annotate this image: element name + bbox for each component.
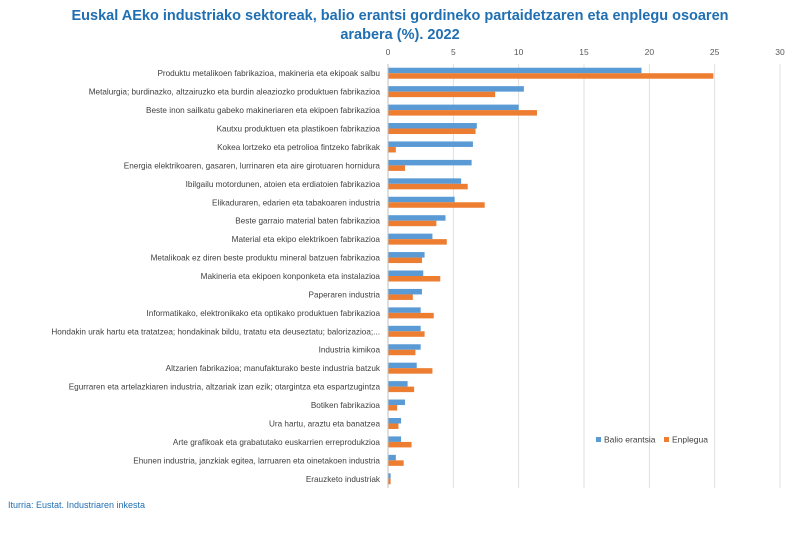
x-tick-label: 0 [386,47,391,57]
bar-balio-erantsia [388,417,402,424]
bar-balio-erantsia [388,399,405,406]
bar-enplegua [388,478,391,485]
category-label: Beste inon sailkatu gabeko makineriaren … [146,106,380,115]
category-label: Beste garraio material baten fabrikazioa [235,217,380,226]
bar-balio-erantsia [388,104,519,111]
bar-enplegua [388,368,433,374]
x-tick-label: 5 [451,47,456,57]
category-label: Kokea lortzeko eta petrolioa fintzeko fa… [217,143,381,152]
bar-enplegua [388,294,413,300]
bar-enplegua [388,146,396,153]
chart-legend: Balio erantsia Enplegua [596,435,708,445]
chart-title: Euskal AEko industriako sektoreak, balio… [0,7,800,45]
bar-balio-erantsia [388,307,421,313]
category-label: Material eta ekipo elektrikoen fabrikazi… [232,235,381,244]
chart-title-line-1: Euskal AEko industriako sektoreak, balio… [71,8,729,24]
category-label: Erauzketo industriak [306,475,381,484]
bar-balio-erantsia [388,196,455,203]
legend-swatch-balio [596,437,601,442]
bar-enplegua [388,202,485,208]
chart-bars [388,67,714,485]
bar-enplegua [388,331,425,337]
legend-label-balio: Balio erantsia [604,435,656,445]
bar-enplegua [388,405,398,411]
bar-enplegua [388,312,434,319]
category-label: Botiken fabrikazioa [311,401,381,410]
bar-enplegua [388,349,416,356]
category-label: Altzarien fabrikazioa; manufakturako bes… [166,364,381,373]
bar-balio-erantsia [388,123,477,129]
bar-balio-erantsia [388,362,417,369]
bar-balio-erantsia [388,86,524,92]
category-label: Produktu metalikoen fabrikazioa, makiner… [157,69,380,78]
x-tick-label: 10 [514,47,524,57]
x-tick-label: 20 [645,47,655,57]
bar-enplegua [388,386,415,393]
bar-enplegua [388,165,405,171]
bar-balio-erantsia [388,454,396,461]
bar-balio-erantsia [388,215,446,221]
category-label: Paperaren industria [309,290,381,299]
bar-balio-erantsia [388,252,425,258]
bar-enplegua [388,276,441,282]
bar-enplegua [388,239,447,245]
bar-enplegua [388,441,412,448]
x-tick-label: 30 [775,47,785,57]
category-label: Industria kimikoa [319,346,381,355]
category-label: Ura hartu, araztu eta banatzea [269,419,381,428]
source-note: Iturria: Eustat. Industriaren inkesta [8,500,146,510]
x-axis-tick-labels: 0 5 10 15 20 25 30 [386,47,785,57]
category-label: Hondakin urak hartu eta tratatzea; honda… [51,327,380,336]
bar-enplegua [388,73,714,79]
x-tick-label: 25 [710,47,720,57]
category-label: Egurraren eta artelazkiaren industria, a… [69,383,381,392]
category-label: Ehunen industria, janzkiak egitea, larru… [133,456,380,465]
bar-balio-erantsia [388,270,424,276]
bar-enplegua [388,257,422,264]
category-label: Arte grafikoak eta grabatutako euskarrie… [173,438,381,447]
bar-enplegua [388,128,476,135]
bar-enplegua [388,91,496,98]
bar-balio-erantsia [388,344,421,350]
bar-balio-erantsia [388,67,642,74]
category-label: Energia elektrikoaren, gasaren, lurrinar… [124,161,381,170]
x-tick-label: 15 [579,47,589,57]
bar-enplegua [388,110,537,116]
category-label: Kautxu produktuen eta plastikoen fabrika… [217,125,381,134]
bar-balio-erantsia [388,436,402,442]
bar-enplegua [388,423,399,429]
chart-title-line-2: arabera (%). 2022 [340,27,460,43]
category-label: Informatikako, elektronikako eta optikak… [147,309,381,318]
bar-enplegua [388,220,437,227]
bar-enplegua [388,183,468,190]
bar-balio-erantsia [388,325,421,332]
category-labels: Produktu metalikoen fabrikazioa, makiner… [51,69,381,484]
bar-balio-erantsia [388,141,473,147]
bar-balio-erantsia [388,473,391,479]
bar-balio-erantsia [388,233,433,240]
category-label: Metalurgia; burdinazko, altzairuzko eta … [89,88,381,97]
category-label: Ibilgailu motordunen, atoien eta erdiato… [186,180,381,189]
legend-label-enplegua: Enplegua [672,435,708,445]
bar-balio-erantsia [388,159,472,166]
bar-balio-erantsia [388,381,408,387]
category-label: Makineria eta ekipoen konponketa eta ins… [201,272,381,281]
category-label: Elikaduraren, edarien eta tabakoaren ind… [212,198,380,207]
category-label: Metalikoak ez diren beste produktu miner… [151,254,381,263]
bar-balio-erantsia [388,288,422,295]
legend-swatch-enplegua [664,437,669,442]
bar-balio-erantsia [388,178,462,184]
bar-enplegua [388,460,404,466]
